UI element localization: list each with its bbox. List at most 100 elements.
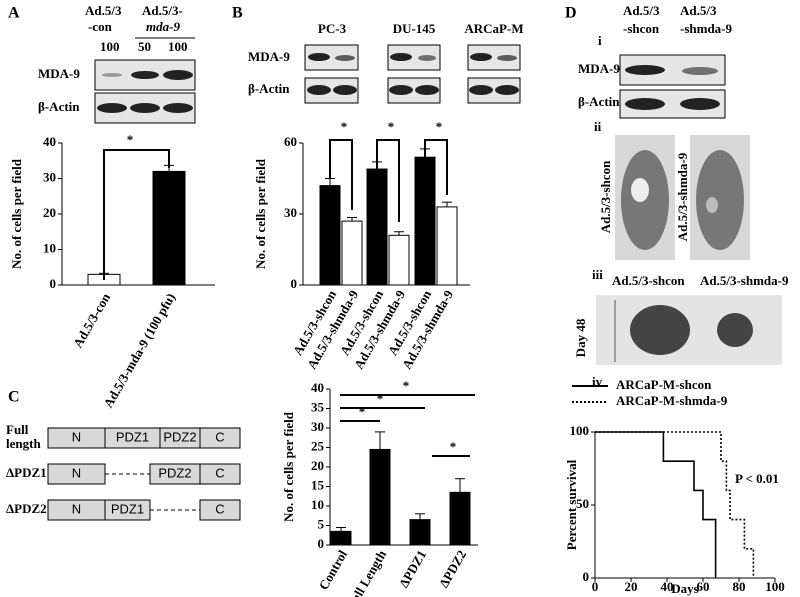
y-tick-label: 40 — [311, 380, 324, 395]
blot-header: -con — [88, 19, 113, 34]
significance: * — [403, 378, 410, 393]
bar — [319, 185, 341, 286]
significance-bracket — [376, 139, 400, 222]
y-tick-label: 60 — [284, 134, 297, 149]
blot-header: -shmda-9 — [680, 21, 733, 36]
y-tick-label: 5 — [318, 516, 325, 531]
bar — [409, 519, 431, 546]
blot-image — [94, 59, 196, 124]
blot-row: MDA-9 — [578, 61, 620, 76]
p-value: P < 0.01 — [735, 471, 779, 486]
y-axis-label: No. of cells per field — [281, 411, 296, 522]
blot-image — [619, 54, 726, 119]
significance: * — [436, 119, 443, 134]
x-tick-label: ΔPDZ2 — [436, 547, 469, 590]
y-tick-label: 25 — [311, 438, 325, 453]
bar — [341, 220, 363, 286]
dose: 50 — [138, 39, 151, 54]
significance: * — [127, 132, 134, 147]
y-tick-label: 50 — [576, 496, 589, 511]
lung-image — [596, 295, 782, 365]
panel-label: B — [232, 5, 243, 22]
blot-header: Ad.5/3 — [623, 3, 660, 18]
bar — [388, 234, 410, 286]
y-tick-label: 15 — [311, 477, 325, 492]
significance: * — [377, 391, 384, 406]
significance-bracket — [103, 149, 170, 280]
y-tick-label: 20 — [311, 458, 324, 473]
significance-bracket — [424, 139, 448, 195]
bar — [449, 491, 471, 546]
x-tick-label: 80 — [733, 579, 746, 594]
construct-label: length — [6, 436, 41, 451]
x-tick-label: Control — [316, 547, 351, 592]
bar — [330, 530, 352, 546]
survival-line — [595, 431, 717, 578]
x-tick-label: Ad.5/3-mda-9 (100 pfu) — [100, 290, 178, 410]
bar — [414, 156, 436, 286]
blot-image — [304, 44, 521, 104]
x-tick-label: 100 — [765, 579, 785, 594]
blot-row: β-Actin — [578, 94, 620, 109]
blot-header: ARCaP-M — [464, 21, 523, 36]
panel-sublabel: i — [598, 33, 602, 48]
construct-label: ΔPDZ2 — [6, 501, 47, 516]
y-axis-label: Percent survival — [564, 459, 579, 550]
domain-label: PDZ1 — [111, 501, 144, 516]
significance: * — [450, 439, 457, 454]
domain-label: N — [72, 429, 81, 444]
domain — [199, 463, 241, 485]
blot-header: PC-3 — [318, 21, 347, 36]
domain — [47, 463, 106, 485]
dose: 100 — [168, 39, 188, 54]
panel-sublabel: ii — [594, 119, 602, 134]
y-tick-label: 100 — [570, 423, 590, 438]
y-tick-label: 0 — [291, 276, 298, 291]
panel-sublabel: iv — [592, 374, 603, 389]
domain-label: PDZ2 — [158, 465, 191, 480]
y-tick-label: 30 — [43, 169, 56, 184]
legend-label: ARCaP-M-shmda-9 — [616, 393, 728, 408]
blot-header: Ad.5/3 — [680, 3, 717, 18]
blot-header: -shcon — [623, 21, 660, 36]
blot-row: β-Actin — [248, 81, 290, 96]
domain-label: C — [215, 429, 224, 444]
y-tick-label: 10 — [311, 497, 324, 512]
construct-label: Full — [6, 422, 29, 437]
y-axis-label: No. of cells per field — [253, 158, 268, 269]
blot-row: MDA-9 — [38, 66, 80, 81]
domain-label: N — [72, 465, 81, 480]
significance: * — [341, 119, 348, 134]
domain — [104, 499, 151, 521]
significance: * — [359, 404, 366, 419]
domain-label: PDZ2 — [163, 429, 196, 444]
domain — [199, 427, 241, 449]
mouse-label: Ad.5/3-shcon — [598, 160, 613, 233]
lung-label: Ad.5/3-shcon — [612, 273, 685, 288]
panel-label: A — [8, 5, 20, 22]
domain-label: N — [72, 501, 81, 516]
bar — [366, 168, 388, 286]
legend-label: ARCaP-M-shcon — [616, 377, 712, 392]
x-tick-label: 0 — [592, 579, 599, 594]
y-tick-label: 0 — [583, 569, 590, 584]
dose: 100 — [100, 39, 120, 54]
panel-label: C — [8, 389, 20, 406]
blot-row: MDA-9 — [248, 49, 290, 64]
y-tick-label: 30 — [284, 205, 297, 220]
y-tick-label: 10 — [43, 240, 56, 255]
blot-header: DU-145 — [393, 21, 436, 36]
panel-label: D — [565, 5, 577, 22]
y-axis-label: No. of cells per field — [9, 158, 24, 269]
survival-line — [595, 431, 755, 578]
significance-bracket — [329, 139, 353, 210]
day-label: Day 48 — [573, 318, 588, 357]
mouse-label: Ad.5/3-shmda-9 — [675, 152, 690, 241]
domain-label: PDZ1 — [116, 429, 149, 444]
blot-header: mda-9 — [146, 19, 180, 34]
lung-label: Ad.5/3-shmda-9 — [700, 273, 789, 288]
panel-sublabel: iii — [592, 267, 603, 282]
y-tick-label: 0 — [318, 536, 325, 551]
bar — [436, 206, 458, 286]
x-tick-label: 40 — [661, 579, 674, 594]
